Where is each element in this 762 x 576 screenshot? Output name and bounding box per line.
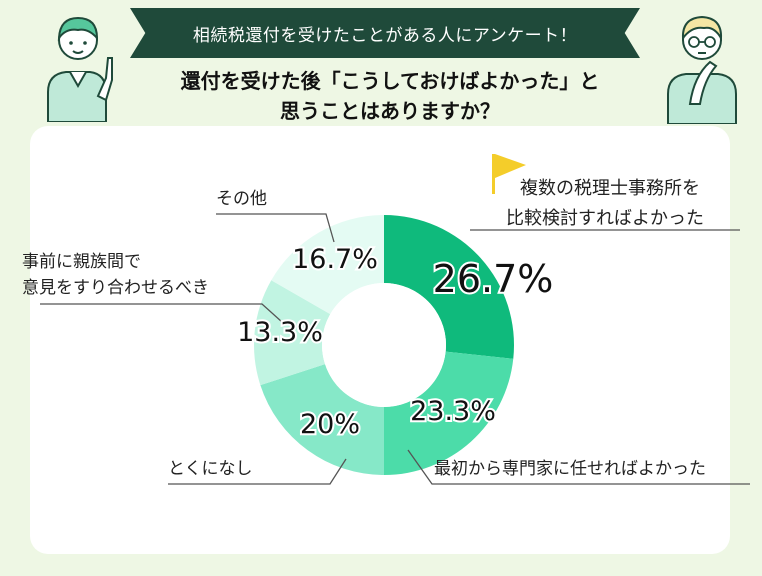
leader-line <box>168 458 347 485</box>
donut-slice <box>384 215 514 359</box>
slice-label-line: 事前に親族間で <box>22 252 141 272</box>
slice-label-line: とくになし <box>168 459 253 479</box>
slice-value-label: 26.7% <box>433 257 554 301</box>
flag-icon <box>495 154 526 178</box>
slice-label-line: 意見をすり合わせるべき <box>22 278 209 298</box>
slice-value-label: 16.7% <box>292 244 378 275</box>
donut-slice <box>260 364 384 475</box>
slice-label-other: その他 <box>216 186 267 212</box>
question-title: 還付を受けた後「こうしておけばよかった」と 思うことはありますか？ <box>120 66 660 126</box>
flag-pole-icon <box>492 154 495 194</box>
slice-label-family-agreement: 事前に親族間で 意見をすり合わせるべき <box>22 249 209 301</box>
slice-label-line: 比較検討すればよかった <box>506 208 704 229</box>
leader-line <box>216 213 335 243</box>
pointing-person-illustration <box>47 16 113 122</box>
thinking-person-illustration <box>667 15 737 124</box>
slice-label-line: 最初から専門家に任せればよかった <box>434 459 706 479</box>
donut-hole <box>322 283 446 407</box>
slice-value-label: 20% <box>300 409 360 440</box>
slice-label-none: とくになし <box>168 456 253 482</box>
question-line-2: 思うことはありますか？ <box>280 99 500 123</box>
slice-value-label: 13.3% <box>237 317 323 348</box>
banner-title: 相続税還付を受けたことがある人にアンケート！ <box>192 25 578 46</box>
slice-label-line: 複数の税理士事務所を <box>520 178 700 199</box>
donut-slice <box>254 280 331 386</box>
leader-line <box>407 449 750 485</box>
slice-label-line: その他 <box>216 189 267 209</box>
survey-banner: 相続税還付を受けたことがある人にアンケート！ <box>130 8 640 58</box>
slice-label-expert-first: 最初から専門家に任せればよかった <box>434 456 706 482</box>
slice-value-label: 23.3% <box>410 396 496 427</box>
leader-line <box>40 303 283 323</box>
donut-slice <box>271 215 384 315</box>
slice-label-compare-offices: 複数の税理士事務所を 比較検討すればよかった <box>506 174 704 234</box>
donut-slice <box>384 351 514 475</box>
question-line-1: 還付を受けた後「こうしておけばよかった」と <box>180 69 600 93</box>
